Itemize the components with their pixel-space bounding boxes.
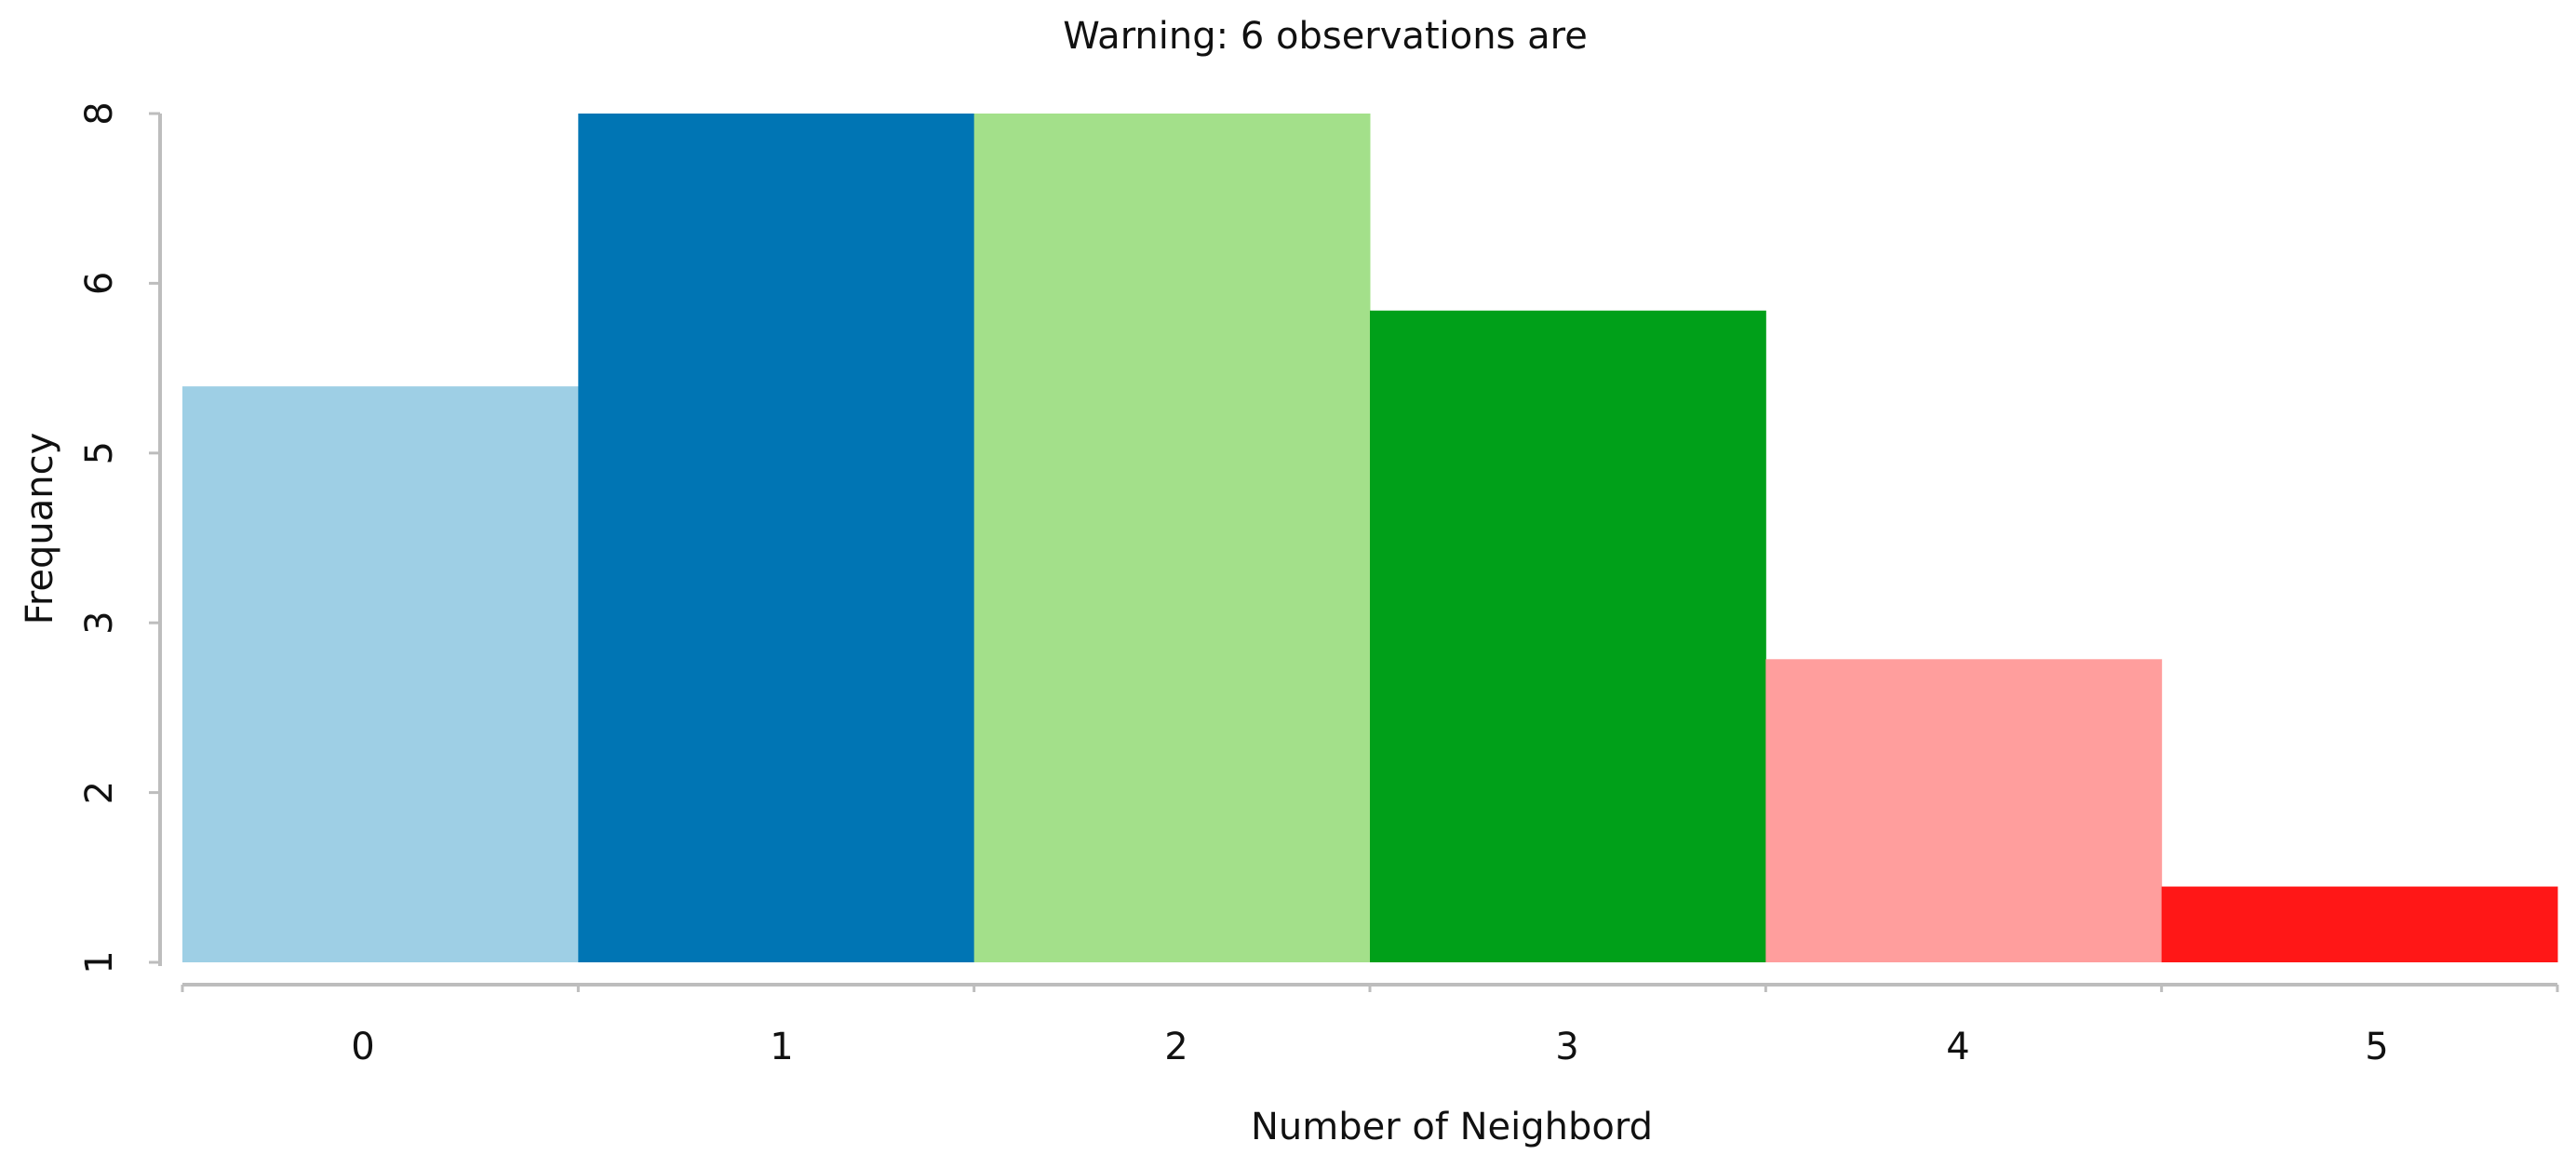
y-tick-label: 2 (78, 781, 121, 804)
y-ticks: 1 2 3 5 6 8 (78, 101, 160, 974)
y-tick-label: 1 (78, 950, 121, 973)
x-ticks: 0 1 2 3 4 5 (181, 985, 2559, 1068)
x-tick-label: 5 (2365, 1026, 2388, 1068)
x-tick-label: 3 (1555, 1026, 1578, 1068)
x-axis-label: Number of Neighbord (1251, 1106, 1653, 1148)
y-tick-label: 8 (78, 101, 121, 125)
bar-3 (1370, 310, 1766, 962)
chart-title: Warning: 6 observations are (1063, 15, 1588, 58)
bar-0 (182, 386, 579, 963)
bar-5 (2161, 886, 2558, 962)
bar-2 (973, 114, 1371, 962)
x-tick-label: 2 (1164, 1026, 1187, 1068)
x-tick-label: 1 (770, 1026, 793, 1068)
y-tick-label: 5 (78, 441, 121, 464)
bar-4 (1765, 659, 2163, 962)
x-tick-label: 4 (1946, 1026, 1969, 1068)
y-axis-label: Frequancy (19, 433, 61, 625)
y-tick-label: 6 (78, 272, 121, 295)
bars (182, 114, 2558, 963)
x-tick-label: 0 (351, 1026, 374, 1068)
bar-1 (578, 114, 975, 962)
y-tick-label: 3 (78, 611, 121, 634)
